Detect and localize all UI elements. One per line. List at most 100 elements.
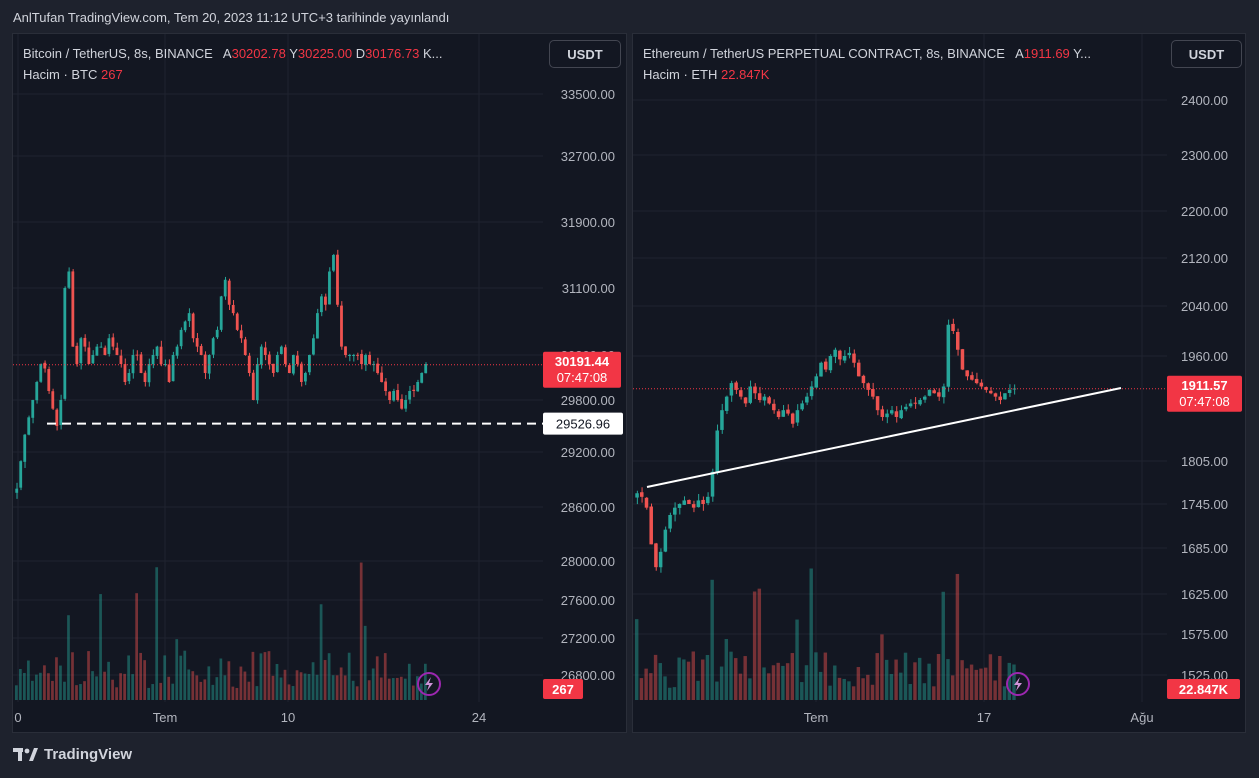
volume-bar: [323, 660, 327, 700]
volume-bar: [743, 656, 747, 700]
candle-body: [195, 338, 199, 347]
candle-body: [696, 500, 701, 508]
volume-bar: [635, 619, 639, 700]
candle-body: [291, 355, 295, 374]
volume-bar: [143, 660, 147, 700]
candle-body: [644, 497, 649, 508]
volume-bar: [371, 668, 375, 700]
volume-bar: [762, 667, 766, 700]
price-tick-label: 1625.00: [1181, 587, 1228, 602]
volume-bar: [227, 661, 231, 700]
candle-body: [673, 507, 677, 515]
volume-bar: [175, 639, 179, 700]
volume-bar: [724, 639, 729, 700]
candle-body: [776, 411, 781, 417]
volume-bar: [351, 680, 355, 700]
candle-body: [795, 410, 800, 423]
volume-bar: [295, 670, 299, 700]
btc-symbol-title[interactable]: Bitcoin / TetherUS, 8s, BINANCE: [23, 46, 213, 61]
eth-symbol-title[interactable]: Ethereum / TetherUS PERPETUAL CONTRACT, …: [643, 46, 1005, 61]
price-tick-label: 2040.00: [1181, 299, 1228, 314]
volume-badge: [1167, 679, 1240, 699]
btc-chart-panel[interactable]: 33500.0032700.0031900.0031100.0030300.00…: [12, 33, 627, 733]
eth-symbol-legend: Ethereum / TetherUS PERPETUAL CONTRACT, …: [643, 46, 1091, 61]
volume-bar: [644, 668, 648, 700]
volume-bar: [375, 656, 379, 700]
eth-chart-panel[interactable]: 2400.00 2300.00 2200.00 2120.00 2040.00 1960.…: [632, 33, 1246, 733]
volume-bar: [187, 669, 191, 700]
volume-bar: [127, 655, 130, 700]
btc-currency-button[interactable]: USDT: [549, 40, 621, 68]
volume-bar: [43, 665, 46, 700]
price-tick-label: 1745.00: [1181, 497, 1228, 512]
candle-body: [271, 363, 275, 373]
btc-chart-canvas[interactable]: 33500.0032700.0031900.0031100.0030300.00…: [13, 34, 627, 733]
price-tick-label: 2300.00: [1181, 148, 1228, 163]
candle-body: [955, 331, 960, 350]
volume-bar: [785, 663, 790, 700]
volume-bar: [231, 686, 235, 700]
volume-bar: [211, 684, 215, 700]
candle-body: [412, 389, 416, 391]
candle-body: [35, 382, 39, 401]
candle-body: [729, 383, 734, 396]
candle-body: [187, 313, 191, 322]
tradingview-logo[interactable]: TradingView: [13, 746, 132, 763]
volume-bar: [183, 650, 187, 700]
volume-bar: [123, 673, 126, 700]
candle-body: [913, 402, 918, 404]
candle-body: [904, 406, 908, 410]
candle-body: [833, 349, 837, 357]
eth-chart-canvas[interactable]: 2400.00 2300.00 2200.00 2120.00 2040.00 1960.…: [633, 34, 1246, 733]
volume-bar: [355, 686, 359, 700]
candle-body: [199, 346, 203, 355]
volume-bar: [251, 651, 255, 700]
candle-body: [15, 488, 19, 493]
volume-bar: [686, 661, 691, 700]
eth-currency-button[interactable]: USDT: [1171, 40, 1242, 68]
volume-bar: [776, 662, 780, 700]
volume-bar: [243, 671, 247, 700]
candle-body: [39, 364, 43, 382]
candle-body: [175, 346, 179, 356]
volume-bar: [818, 671, 823, 700]
candle-body: [416, 382, 420, 392]
candle-body: [805, 396, 809, 403]
candle-body: [131, 355, 135, 374]
candle-body: [734, 382, 738, 390]
candle-body: [701, 499, 705, 504]
volume-bar: [842, 678, 846, 700]
volume-bar: [677, 657, 681, 700]
volume-bar: [701, 659, 705, 700]
candle-body: [59, 400, 63, 426]
candle-body: [360, 353, 363, 364]
volume-bar: [159, 682, 163, 700]
volume-bar: [979, 668, 983, 700]
candle-body: [654, 543, 658, 568]
candle-body: [139, 354, 143, 373]
lightning-icon-bolt: [1014, 677, 1022, 691]
volume-bar: [922, 683, 927, 700]
candle-body: [918, 400, 922, 405]
volume-bar: [55, 657, 58, 700]
lightning-icon-bolt: [425, 677, 433, 691]
candle-body: [1007, 389, 1012, 393]
volume-bar: [790, 653, 795, 700]
volume-bar: [917, 657, 922, 700]
eth-ohlc: A1911.69 Y...: [1015, 46, 1092, 61]
volume-bar: [884, 659, 889, 700]
candle-body: [993, 393, 998, 397]
volume-bar: [107, 661, 110, 700]
candle-body: [392, 391, 396, 401]
volume-bar: [271, 675, 275, 700]
price-tick-label: 32700.00: [561, 149, 615, 164]
volume-bar: [191, 671, 195, 700]
volume-bar: [135, 593, 139, 700]
candle-body: [328, 271, 331, 305]
time-tick-label: Ağu: [1130, 710, 1153, 725]
candle-body: [828, 356, 833, 371]
candle-body: [823, 361, 828, 370]
candle-body: [344, 346, 347, 355]
price-tick-label: 29800.00: [561, 393, 615, 408]
price-tick-label: 1805.00: [1181, 454, 1228, 469]
